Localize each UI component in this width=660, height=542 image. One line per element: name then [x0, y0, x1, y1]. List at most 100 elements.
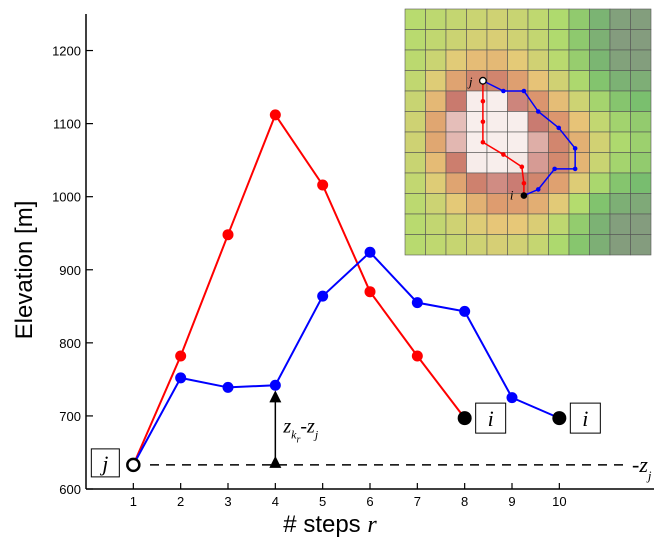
inset-cell — [568, 193, 590, 215]
inset-cell — [589, 213, 611, 235]
inset-cell — [486, 213, 508, 235]
inset-cell — [507, 131, 529, 153]
series-point — [269, 109, 281, 121]
series-point — [411, 297, 423, 309]
inset-cell — [630, 234, 652, 256]
inset-cell — [527, 131, 549, 153]
inset-cell — [445, 8, 467, 30]
inset-cell — [609, 29, 631, 51]
inset-cell — [466, 193, 488, 215]
inset-red-path-point — [480, 98, 486, 104]
inset-cell — [548, 193, 570, 215]
inset-cell — [630, 213, 652, 235]
inset-cell — [589, 111, 611, 133]
x-tick-label: 3 — [224, 494, 231, 509]
series-point — [506, 392, 518, 404]
series-group — [132, 109, 560, 466]
baseline-group: -zj — [150, 452, 652, 483]
inset-cell — [486, 90, 508, 112]
y-axis-title: Elevation [m] — [11, 201, 38, 340]
difference-label-subsub: r — [296, 434, 300, 445]
inset-cell — [527, 70, 549, 92]
difference-label: zkr-zj — [282, 415, 318, 445]
series-point — [175, 350, 187, 362]
end-point-marker — [552, 411, 567, 426]
inset-cell — [466, 213, 488, 235]
inset-cell — [445, 193, 467, 215]
series-point — [364, 286, 376, 298]
inset-cell — [466, 29, 488, 51]
inset-map: ji — [404, 8, 652, 256]
x-tick-label: 7 — [414, 494, 421, 509]
inset-cell — [609, 213, 631, 235]
inset-blue-path-point — [535, 109, 541, 114]
inset-cell — [568, 172, 590, 194]
inset-cell — [507, 152, 529, 174]
series-point — [269, 379, 281, 391]
inset-cell — [425, 172, 447, 194]
inset-cell — [486, 131, 508, 153]
inset-blue-path-point — [572, 146, 578, 151]
inset-cell — [425, 234, 447, 256]
inset-cell — [630, 111, 652, 133]
inset-cell — [630, 172, 652, 194]
inset-cell — [527, 49, 549, 71]
inset-cell — [404, 49, 426, 71]
x-axis-title-var: r — [367, 512, 377, 538]
inset-cell — [527, 213, 549, 235]
inset-cell — [609, 8, 631, 30]
inset-cell — [568, 90, 590, 112]
inset-cell — [507, 90, 529, 112]
inset-cell — [425, 131, 447, 153]
inset-red-path-point — [521, 180, 527, 186]
inset-cell — [466, 8, 488, 30]
y-tick-label: 1000 — [52, 190, 81, 205]
inset-cell — [548, 152, 570, 174]
inset-cell — [445, 172, 467, 194]
inset-cell — [548, 29, 570, 51]
inset-red-path-point — [480, 119, 486, 125]
inset-cell — [589, 90, 611, 112]
series-point — [411, 350, 423, 362]
inset-cell — [404, 193, 426, 215]
inset-cell — [589, 29, 611, 51]
y-tick-label: 600 — [59, 482, 81, 497]
inset-cell — [630, 131, 652, 153]
inset-cell — [486, 172, 508, 194]
inset-cell — [609, 49, 631, 71]
inset-cell — [425, 90, 447, 112]
inset-cell — [404, 29, 426, 51]
baseline-label: -zj — [632, 452, 652, 483]
inset-cell — [609, 234, 631, 256]
y-tick-label: 1200 — [52, 44, 81, 59]
inset-cell — [630, 49, 652, 71]
inset-cell — [445, 234, 467, 256]
y-tick-label: 700 — [59, 409, 81, 424]
inset-cell — [630, 8, 652, 30]
end-label: i — [582, 406, 588, 431]
inset-cell — [630, 29, 652, 51]
inset-cell — [630, 193, 652, 215]
inset-cell — [568, 111, 590, 133]
inset-cell — [507, 70, 529, 92]
axes: 600 700 800 900 1000 1100 1200 1 2 3 4 5 6 7 8 9 10 — [52, 14, 654, 509]
series-point — [222, 381, 234, 393]
inset-cell — [466, 234, 488, 256]
x-axis-title: # steps r — [283, 511, 377, 538]
inset-cell — [425, 70, 447, 92]
inset-cell — [425, 111, 447, 133]
inset-cell — [589, 193, 611, 215]
inset-cell — [445, 49, 467, 71]
inset-cell — [486, 234, 508, 256]
inset-start-marker — [478, 76, 487, 85]
inset-cell — [425, 213, 447, 235]
inset-blue-path-point — [535, 187, 541, 192]
inset-cell — [589, 152, 611, 174]
inset-cell — [404, 213, 426, 235]
inset-end-label: i — [510, 188, 514, 203]
inset-cell — [568, 70, 590, 92]
inset-cell — [568, 8, 590, 30]
inset-cell — [404, 131, 426, 153]
inset-cell — [466, 152, 488, 174]
start-label-box — [90, 448, 120, 478]
